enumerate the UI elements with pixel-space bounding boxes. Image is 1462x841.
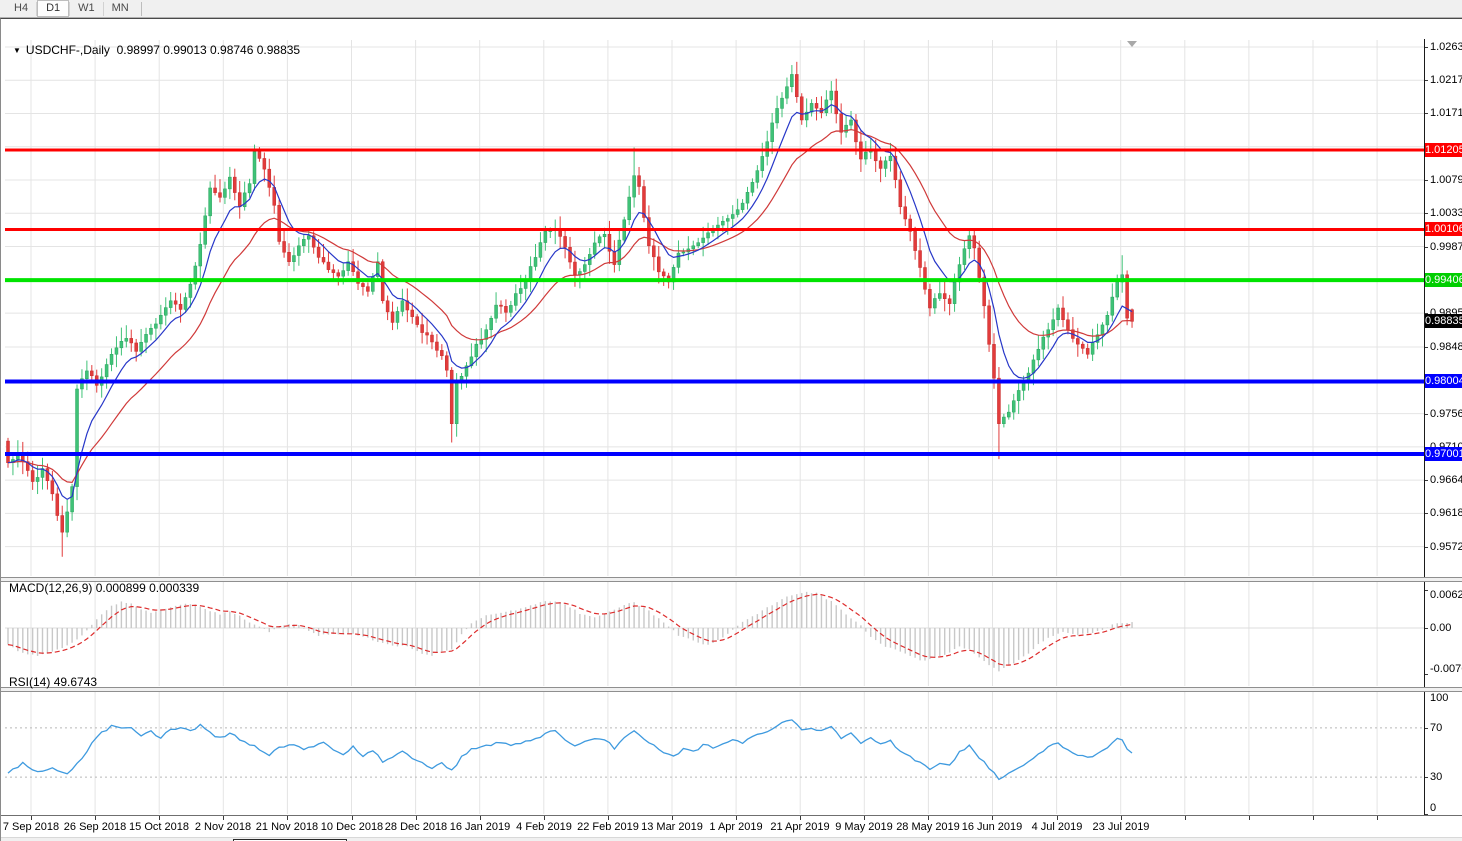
- price-tick-label: 0.96180: [1430, 507, 1462, 519]
- date-tick: [608, 816, 609, 820]
- price-tick-label: 1.00790: [1430, 174, 1462, 186]
- date-tick: [992, 816, 993, 820]
- period-button-h4[interactable]: H4: [6, 1, 36, 16]
- price-level-badge: 0.99406: [1425, 273, 1462, 287]
- price-axis[interactable]: 1.02630 1.02170 1.01710 1.00790 1.00330 0.998…: [1425, 39, 1462, 815]
- date-tick: [223, 816, 224, 820]
- price-level-badge: 0.97001: [1425, 447, 1462, 461]
- macd-signal-line: [8, 594, 1132, 665]
- price-chart-canvas[interactable]: [5, 39, 1424, 815]
- chart-title: ▼ USDCHF-,Daily 0.98997 0.99013 0.98746 0…: [13, 43, 300, 57]
- date-tick: [736, 816, 737, 820]
- price-tick: [1425, 513, 1428, 514]
- price-tick: [1425, 80, 1428, 81]
- rsi-axis-tick: [1425, 777, 1428, 778]
- chart-symbol-label: USDCHF-,Daily: [26, 43, 110, 57]
- date-tick: [928, 816, 929, 820]
- macd-indicator-label: MACD(12,26,9) 0.000899 0.000339: [9, 581, 199, 595]
- rsi-axis-label: 100: [1430, 692, 1448, 704]
- macd-axis-label: 0.006286: [1430, 589, 1462, 601]
- price-tick-label: 1.01710: [1430, 107, 1462, 119]
- price-tick-label: 1.02630: [1430, 41, 1462, 53]
- price-tick: [1425, 180, 1428, 181]
- date-tick: [1121, 816, 1122, 820]
- macd-axis-label: -0.00762: [1430, 663, 1462, 675]
- date-tick: [672, 816, 673, 820]
- date-tick: [159, 816, 160, 820]
- rsi-axis-label: 70: [1430, 722, 1442, 734]
- rsi-axis-label: 0: [1430, 802, 1436, 814]
- price-tick: [1425, 213, 1428, 214]
- rsi-line: [8, 720, 1132, 780]
- rsi-axis-tick: [1425, 728, 1428, 729]
- period-button-d1[interactable]: D1: [37, 0, 69, 17]
- date-tick: [416, 816, 417, 820]
- price-tick-label: 1.00330: [1430, 207, 1462, 219]
- date-tick: [352, 816, 353, 820]
- date-tick: [1313, 816, 1314, 820]
- mt4-terminal: H4D1W1MN ▼ USDCHF-,Daily 0.98997 0.99013 …: [0, 0, 1462, 841]
- price-tick-label: 0.95720: [1430, 541, 1462, 553]
- pane-separator-rsi[interactable]: [1, 687, 1462, 692]
- macd-axis-tick: [1425, 590, 1428, 591]
- date-tick: [1249, 816, 1250, 820]
- date-tick: [800, 816, 801, 820]
- date-tick: [1377, 816, 1378, 820]
- chart-ohlc-values: 0.98997 0.99013 0.98746 0.98835: [117, 43, 301, 57]
- date-tick: [287, 816, 288, 820]
- macd-axis-tick: [1425, 674, 1428, 675]
- chart-shift-marker-icon[interactable]: [1127, 41, 1137, 47]
- date-axis[interactable]: 7 Sep 201826 Sep 201815 Oct 20182 Nov 20…: [1, 816, 1462, 837]
- period-button-mn[interactable]: MN: [104, 1, 137, 16]
- rsi-indicator-label: RSI(14) 49.6743: [9, 675, 97, 689]
- candlestick-series: [7, 62, 1134, 557]
- pane-separator-macd[interactable]: [1, 577, 1462, 582]
- toolbar-separator: [141, 2, 142, 16]
- price-level-badge: 1.00106: [1425, 222, 1462, 236]
- price-tick: [1425, 347, 1428, 348]
- price-tick: [1425, 47, 1428, 48]
- price-tick-label: 1.02170: [1430, 74, 1462, 86]
- price-tick: [1425, 547, 1428, 548]
- date-tick: [1057, 816, 1058, 820]
- price-tick-label: 0.99870: [1430, 241, 1462, 253]
- price-tick: [1425, 414, 1428, 415]
- macd-histogram: [8, 592, 1132, 672]
- date-tick: [95, 816, 96, 820]
- price-level-badge: 1.01205: [1425, 143, 1462, 157]
- price-level-badge: 0.98004: [1425, 374, 1462, 388]
- rsi-axis-label: 30: [1430, 771, 1442, 783]
- price-tick-label: 0.97560: [1430, 408, 1462, 420]
- macd-axis-tick: [1425, 628, 1428, 629]
- chart-tab-bar: EURUSD-,DailyAUDUSD-,DailyUSDCHF-,DailyU…: [1, 837, 1462, 841]
- price-level-badge: 0.98835: [1425, 314, 1462, 328]
- symbol-dropdown-icon[interactable]: ▼: [13, 46, 21, 55]
- price-tick: [1425, 480, 1428, 481]
- macd-axis-label: 0.00: [1430, 622, 1451, 634]
- date-tick: [864, 816, 865, 820]
- price-tick: [1425, 247, 1428, 248]
- timeframe-toolbar: H4D1W1MN: [0, 0, 1462, 18]
- date-tick: [31, 816, 32, 820]
- date-tick: [480, 816, 481, 820]
- chart-window: ▼ USDCHF-,Daily 0.98997 0.99013 0.98746 0…: [0, 18, 1462, 841]
- date-tick: [1185, 816, 1186, 820]
- price-tick: [1425, 113, 1428, 114]
- price-tick-label: 0.98480: [1430, 341, 1462, 353]
- date-label: 23 Jul 2019: [1076, 821, 1166, 833]
- date-tick: [544, 816, 545, 820]
- price-tick-label: 0.96640: [1430, 474, 1462, 486]
- period-button-w1[interactable]: W1: [70, 1, 103, 16]
